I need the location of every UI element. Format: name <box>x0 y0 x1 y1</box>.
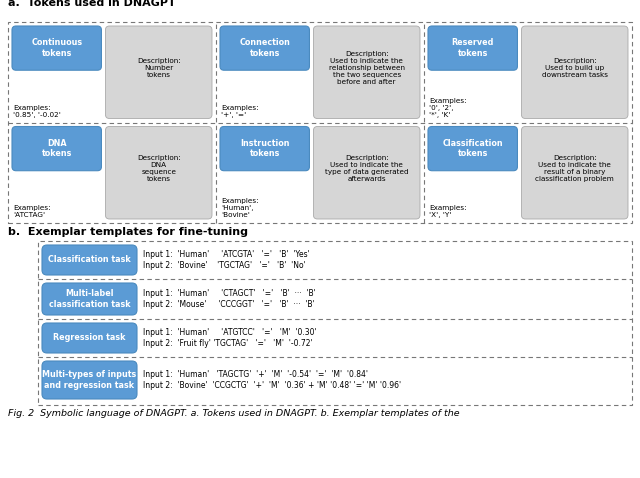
Text: Input 1:  'Human'   'TAGCTG'  '+'  'M'  '-0.54'  '='  'M'  '0.84': Input 1: 'Human' 'TAGCTG' '+' 'M' '-0.54… <box>143 370 368 379</box>
Text: b.  Exemplar templates for fine-tuning: b. Exemplar templates for fine-tuning <box>8 227 248 237</box>
FancyBboxPatch shape <box>12 26 101 70</box>
Text: Examples:
'X', 'Y': Examples: 'X', 'Y' <box>429 205 467 218</box>
FancyBboxPatch shape <box>522 127 628 219</box>
FancyBboxPatch shape <box>42 361 137 399</box>
Text: Description:
Number
tokens: Description: Number tokens <box>137 58 180 77</box>
FancyBboxPatch shape <box>428 26 518 70</box>
Text: Classification
tokens: Classification tokens <box>442 139 503 158</box>
Text: Input 1:  'Human'     'CTAGCT'   '='   'B'  ···  'B': Input 1: 'Human' 'CTAGCT' '=' 'B' ··· 'B… <box>143 289 316 298</box>
Text: a.  Tokens used in DNAGPT: a. Tokens used in DNAGPT <box>8 0 176 8</box>
FancyBboxPatch shape <box>428 127 518 171</box>
FancyBboxPatch shape <box>106 26 212 119</box>
FancyBboxPatch shape <box>106 127 212 219</box>
Text: Input 2:  'Bovine'    'TGCTAG'   '='   'B'  'No': Input 2: 'Bovine' 'TGCTAG' '=' 'B' 'No' <box>143 261 306 270</box>
Text: Multi-types of inputs
and regression task: Multi-types of inputs and regression tas… <box>42 370 136 390</box>
Text: Input 1:  'Human'     'ATGTCC'   '='   'M'  '0.30': Input 1: 'Human' 'ATGTCC' '=' 'M' '0.30' <box>143 328 317 337</box>
Text: Connection
tokens: Connection tokens <box>239 38 290 58</box>
FancyBboxPatch shape <box>314 127 420 219</box>
Text: Description:
Used to indicate the
type of data generated
afterwards: Description: Used to indicate the type o… <box>325 154 408 182</box>
Text: Input 1:  'Human'     'ATCGTA'   '='   'B'  'Yes': Input 1: 'Human' 'ATCGTA' '=' 'B' 'Yes' <box>143 250 310 259</box>
Text: DNA
tokens: DNA tokens <box>42 139 72 158</box>
Text: Description:
Used to build up
downstream tasks: Description: Used to build up downstream… <box>541 58 608 77</box>
Text: Classification task: Classification task <box>48 256 131 264</box>
Text: Examples:
'0', '2',
'*', 'K': Examples: '0', '2', '*', 'K' <box>429 98 467 118</box>
FancyBboxPatch shape <box>522 26 628 119</box>
Text: Description:
DNA
sequence
tokens: Description: DNA sequence tokens <box>137 154 180 182</box>
FancyBboxPatch shape <box>12 127 101 171</box>
FancyBboxPatch shape <box>314 26 420 119</box>
FancyBboxPatch shape <box>220 127 310 171</box>
Text: Examples:
'+', '=': Examples: '+', '=' <box>221 105 259 118</box>
Text: Input 2:  'Fruit fly' 'TGCTAG'   '='   'M'  '-0.72': Input 2: 'Fruit fly' 'TGCTAG' '=' 'M' '-… <box>143 339 312 348</box>
Bar <box>8 22 632 223</box>
Text: Instruction
tokens: Instruction tokens <box>240 139 289 158</box>
Text: Fig. 2  Symbolic language of DNAGPT. a. Tokens used in DNAGPT. b. Exemplar templ: Fig. 2 Symbolic language of DNAGPT. a. T… <box>8 409 460 418</box>
FancyBboxPatch shape <box>42 245 137 275</box>
Text: Regression task: Regression task <box>53 334 125 343</box>
Text: Examples:
'ATCTAG': Examples: 'ATCTAG' <box>13 205 51 218</box>
FancyBboxPatch shape <box>42 283 137 315</box>
Text: Examples:
'0.85', '-0.02': Examples: '0.85', '-0.02' <box>13 105 61 118</box>
Bar <box>38 241 632 405</box>
Text: Reserved
tokens: Reserved tokens <box>452 38 494 58</box>
FancyBboxPatch shape <box>220 26 310 70</box>
Text: Input 2:  'Bovine'  'CCGCTG'  '+'  'M'  '0.36' + 'M' '0.48' '=' 'M' '0.96': Input 2: 'Bovine' 'CCGCTG' '+' 'M' '0.36… <box>143 381 401 390</box>
Text: Multi-label
classification task: Multi-label classification task <box>49 289 131 309</box>
Text: Input 2:  'Mouse'     'CCCGGT'   '='   'B'  ···  'B': Input 2: 'Mouse' 'CCCGGT' '=' 'B' ··· 'B… <box>143 300 315 309</box>
Text: Description:
Used to indicate the
relationship between
the two sequences
before : Description: Used to indicate the relati… <box>329 51 404 85</box>
FancyBboxPatch shape <box>42 323 137 353</box>
Text: Examples:
'Human',
'Bovine': Examples: 'Human', 'Bovine' <box>221 198 259 218</box>
Text: Continuous
tokens: Continuous tokens <box>31 38 83 58</box>
Text: Description:
Used to indicate the
result of a binary
classification problem: Description: Used to indicate the result… <box>535 154 614 182</box>
